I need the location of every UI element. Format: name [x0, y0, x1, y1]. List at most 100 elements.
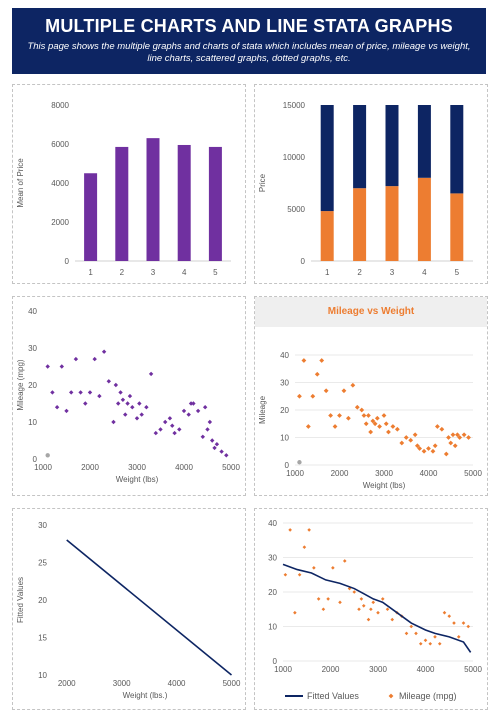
scatter-point: [380, 597, 385, 601]
mileage-weight-purple-scatter: 0 10 20 30 40 Mileage (mpg) 1000 2000 3000 4000 50…: [16, 307, 240, 484]
scatter-point: [326, 597, 330, 601]
x-tick-label: 5000: [223, 679, 241, 688]
x-tick-label: 2000: [58, 679, 76, 688]
scatter-point: [118, 390, 123, 395]
x-tick-label: 4000: [417, 665, 435, 674]
x-tick-label: 3000: [369, 665, 387, 674]
scatter-point: [452, 443, 458, 449]
scatter-point: [87, 390, 93, 395]
scatter-point: [200, 434, 205, 439]
bar-segment-lower: [353, 188, 367, 261]
y-tick-label: 20: [28, 381, 37, 390]
scatter-point: [123, 412, 128, 417]
scatter-point: [446, 435, 451, 440]
scatter-point: [130, 405, 135, 410]
bar: [177, 144, 191, 261]
x-tick-label: 3: [390, 268, 395, 277]
x-tick-label: 4: [422, 268, 427, 277]
y-tick-label: 6000: [51, 140, 69, 149]
scatter-point: [106, 379, 111, 384]
x-tick-label: 3: [151, 268, 156, 277]
y-tick-label: 10: [268, 623, 277, 632]
scatter-point: [409, 624, 414, 629]
fitted-values-line-chart: 10 15 20 25 30 Fitted Values 2000 3000 4000 5000 W…: [16, 521, 241, 700]
x-tick-label: 5: [213, 268, 218, 277]
scatter-point: [430, 448, 436, 454]
scatter-point: [366, 413, 371, 418]
y-axis-label: Mileage (mpg): [16, 359, 25, 410]
scatter-point: [301, 358, 307, 363]
scatter-point: [461, 432, 467, 438]
scatter-point: [116, 401, 121, 406]
x-tick-label: 3000: [375, 469, 393, 478]
scatter-point: [371, 600, 376, 605]
scatter-point: [442, 610, 447, 615]
outlier-point: [297, 460, 302, 465]
y-tick-label: 5000: [287, 205, 305, 214]
scatter-point: [202, 405, 208, 410]
scatter-point: [212, 445, 217, 451]
y-tick-label: 25: [38, 559, 47, 568]
scatter-point: [337, 413, 342, 418]
scatter-point: [361, 413, 367, 418]
y-axis-label: Mileage: [258, 395, 267, 424]
fitted-line: [282, 563, 472, 653]
scatter-point: [433, 635, 437, 639]
scatter-point: [111, 419, 116, 425]
scatter-point: [412, 432, 418, 438]
fitted-vs-mileage-chart: 0 10 20 30 40 1000 2000 3000 4000 5000 Fitted Valu…: [268, 519, 482, 701]
scatter-point: [54, 405, 60, 410]
scatter-point: [386, 429, 391, 435]
outlier-point: [45, 453, 50, 458]
price-stacked-bar-chart: 0 5000 10000 15000 Price 1 2 3 4 5: [258, 101, 473, 277]
scatter-point: [139, 412, 144, 417]
scatter-point: [368, 429, 374, 435]
scatter-point: [456, 635, 461, 639]
bar: [208, 146, 222, 261]
scatter-point: [341, 388, 347, 394]
scatter-point: [45, 364, 50, 369]
bar-segment-lower: [450, 193, 464, 261]
y-tick-label: 30: [28, 344, 37, 353]
y-tick-label: 0: [273, 657, 278, 666]
scatter-point: [73, 356, 79, 362]
scatter-point: [207, 419, 213, 425]
scatter-point: [338, 600, 342, 605]
scatter-point: [417, 446, 422, 451]
scatter-point: [432, 443, 438, 449]
bar-segment-lower: [320, 211, 334, 261]
y-tick-label: 2000: [51, 218, 69, 227]
x-axis-label: Weight (lbs.): [123, 691, 168, 700]
y-tick-label: 4000: [51, 179, 69, 188]
bar-segment-upper: [417, 105, 431, 178]
scatter-point: [64, 408, 69, 414]
y-tick-label: 20: [268, 588, 277, 597]
scatter-point: [418, 641, 423, 646]
scatter-point: [408, 437, 414, 443]
scatter-point: [421, 448, 427, 454]
scatter-point: [377, 424, 382, 429]
scatter-point: [97, 393, 102, 399]
scatter-point: [452, 621, 456, 625]
scatter-point: [342, 559, 347, 563]
scatter-point: [134, 416, 140, 421]
y-tick-label: 30: [38, 521, 47, 530]
y-tick-label: 10: [280, 434, 289, 443]
scatter-point: [331, 566, 335, 570]
scatter-point: [297, 393, 302, 399]
x-tick-label: 2: [120, 268, 125, 277]
scatter-point: [224, 453, 229, 458]
scatter-point: [450, 432, 456, 438]
bar-segment-upper: [320, 105, 334, 212]
scatter-point: [310, 393, 316, 399]
y-axis-label: Fitted Values: [16, 577, 25, 623]
y-tick-label: 10: [38, 671, 47, 680]
scatter-point: [321, 607, 326, 612]
bar-segment-upper: [385, 105, 399, 187]
scatter-point: [399, 440, 405, 446]
scatter-point: [361, 604, 366, 608]
y-tick-label: 40: [268, 519, 277, 528]
scatter-point: [92, 356, 97, 362]
y-tick-label: 30: [268, 554, 277, 563]
y-tick-label: 15000: [283, 101, 306, 110]
